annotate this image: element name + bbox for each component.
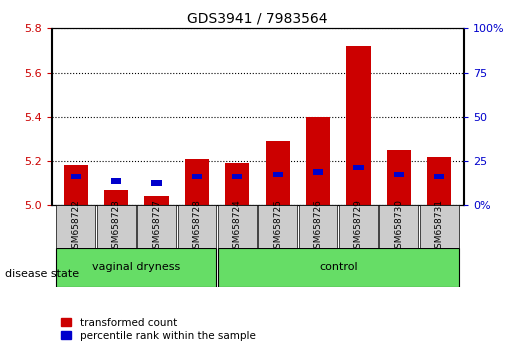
Bar [192, 174, 202, 179]
FancyBboxPatch shape [56, 205, 95, 248]
Bar [387, 150, 411, 205]
Bar [64, 166, 88, 205]
FancyBboxPatch shape [380, 205, 418, 248]
Text: GSM658722: GSM658722 [71, 199, 80, 254]
Bar [434, 174, 444, 179]
FancyBboxPatch shape [56, 248, 216, 287]
Bar [272, 172, 283, 177]
FancyBboxPatch shape [97, 205, 135, 248]
Bar [111, 178, 121, 184]
Bar [104, 190, 128, 205]
FancyBboxPatch shape [420, 205, 459, 248]
FancyBboxPatch shape [299, 205, 337, 248]
Bar [151, 181, 162, 186]
Text: disease state: disease state [5, 269, 79, 279]
Bar [427, 156, 451, 205]
Text: GSM658723: GSM658723 [112, 199, 121, 254]
Title: GDS3941 / 7983564: GDS3941 / 7983564 [187, 12, 328, 26]
Bar [225, 163, 249, 205]
Text: GSM658725: GSM658725 [273, 199, 282, 254]
Text: GSM658728: GSM658728 [193, 199, 201, 254]
Bar [144, 196, 168, 205]
FancyBboxPatch shape [339, 205, 378, 248]
Bar [313, 169, 323, 175]
FancyBboxPatch shape [218, 205, 256, 248]
Text: GSM658727: GSM658727 [152, 199, 161, 254]
Bar [353, 165, 364, 171]
FancyBboxPatch shape [137, 205, 176, 248]
Bar [266, 141, 290, 205]
Text: GSM658724: GSM658724 [233, 199, 242, 254]
Bar [347, 46, 371, 205]
FancyBboxPatch shape [178, 205, 216, 248]
Legend: transformed count, percentile rank within the sample: transformed count, percentile rank withi… [57, 314, 260, 345]
Text: GSM658726: GSM658726 [314, 199, 322, 254]
Bar [185, 159, 209, 205]
Text: control: control [319, 262, 357, 272]
Bar [232, 174, 243, 179]
Bar [306, 117, 330, 205]
Text: GSM658730: GSM658730 [394, 199, 403, 254]
FancyBboxPatch shape [218, 248, 459, 287]
Text: GSM658729: GSM658729 [354, 199, 363, 254]
FancyBboxPatch shape [259, 205, 297, 248]
Text: vaginal dryness: vaginal dryness [92, 262, 180, 272]
Text: GSM658731: GSM658731 [435, 199, 444, 254]
Bar [71, 174, 81, 179]
Bar [394, 172, 404, 177]
